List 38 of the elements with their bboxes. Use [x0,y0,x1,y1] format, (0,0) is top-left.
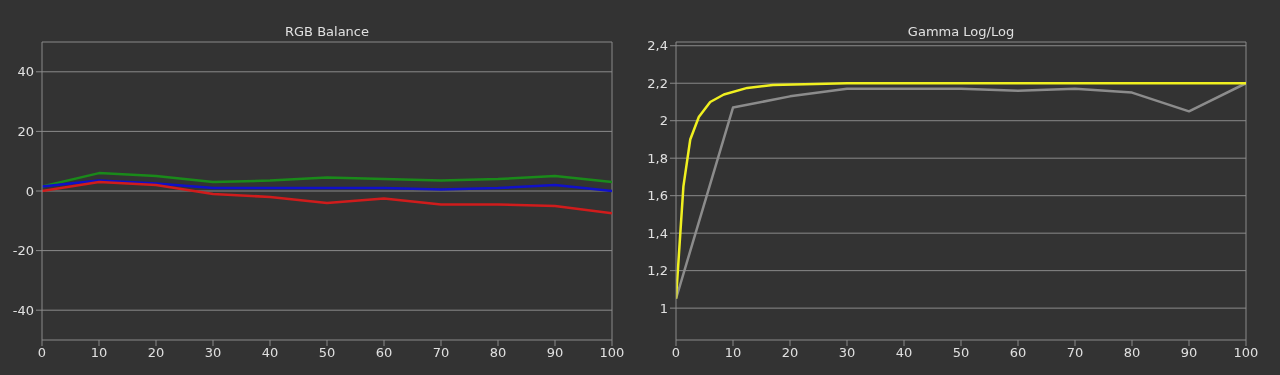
chart-title: RGB Balance [284,24,370,39]
y-tick-label: 2,2 [647,75,668,91]
x-tick-label: 50 [318,345,336,361]
y-tick-label: 2,4 [647,38,668,54]
x-tick-label: 40 [895,345,913,361]
y-tick-label: 20 [17,124,34,140]
y-tick-label: 1,2 [647,263,668,279]
y-tick-label: 40 [17,64,34,80]
x-tick-label: 10 [90,345,108,361]
x-tick-label: 10 [724,345,742,361]
x-tick-label: 50 [952,345,970,361]
x-tick-label: 30 [204,345,222,361]
x-tick-label: 80 [1123,345,1141,361]
x-tick-label: 0 [671,345,681,361]
chart-title: Gamma Log/Log [906,24,1016,39]
x-tick-label: 80 [489,345,507,361]
y-tick-label: 0 [25,183,34,199]
x-tick-label: 20 [147,345,165,361]
x-tick-label: 60 [1009,345,1027,361]
x-tick-label: 90 [546,345,564,361]
x-tick-label: 70 [432,345,450,361]
x-tick-label: 60 [375,345,393,361]
x-tick-label: 90 [1180,345,1198,361]
line-series [42,171,612,188]
x-tick-label: 30 [838,345,856,361]
x-tick-label: 0 [37,345,47,361]
x-tick-label: 40 [261,345,279,361]
x-tick-label: 70 [1066,345,1084,361]
x-tick-label: 100 [599,345,625,361]
x-tick-label: 20 [781,345,799,361]
y-tick-label: 2 [659,113,668,129]
y-tick-label: 1 [659,300,668,316]
y-tick-label: 1,4 [647,225,668,241]
y-tick-label: 1,8 [647,150,668,166]
y-tick-label: 1,6 [647,188,668,204]
x-tick-label: 100 [1233,345,1259,361]
y-tick-label: -40 [12,302,34,318]
y-tick-label: -20 [12,243,34,259]
